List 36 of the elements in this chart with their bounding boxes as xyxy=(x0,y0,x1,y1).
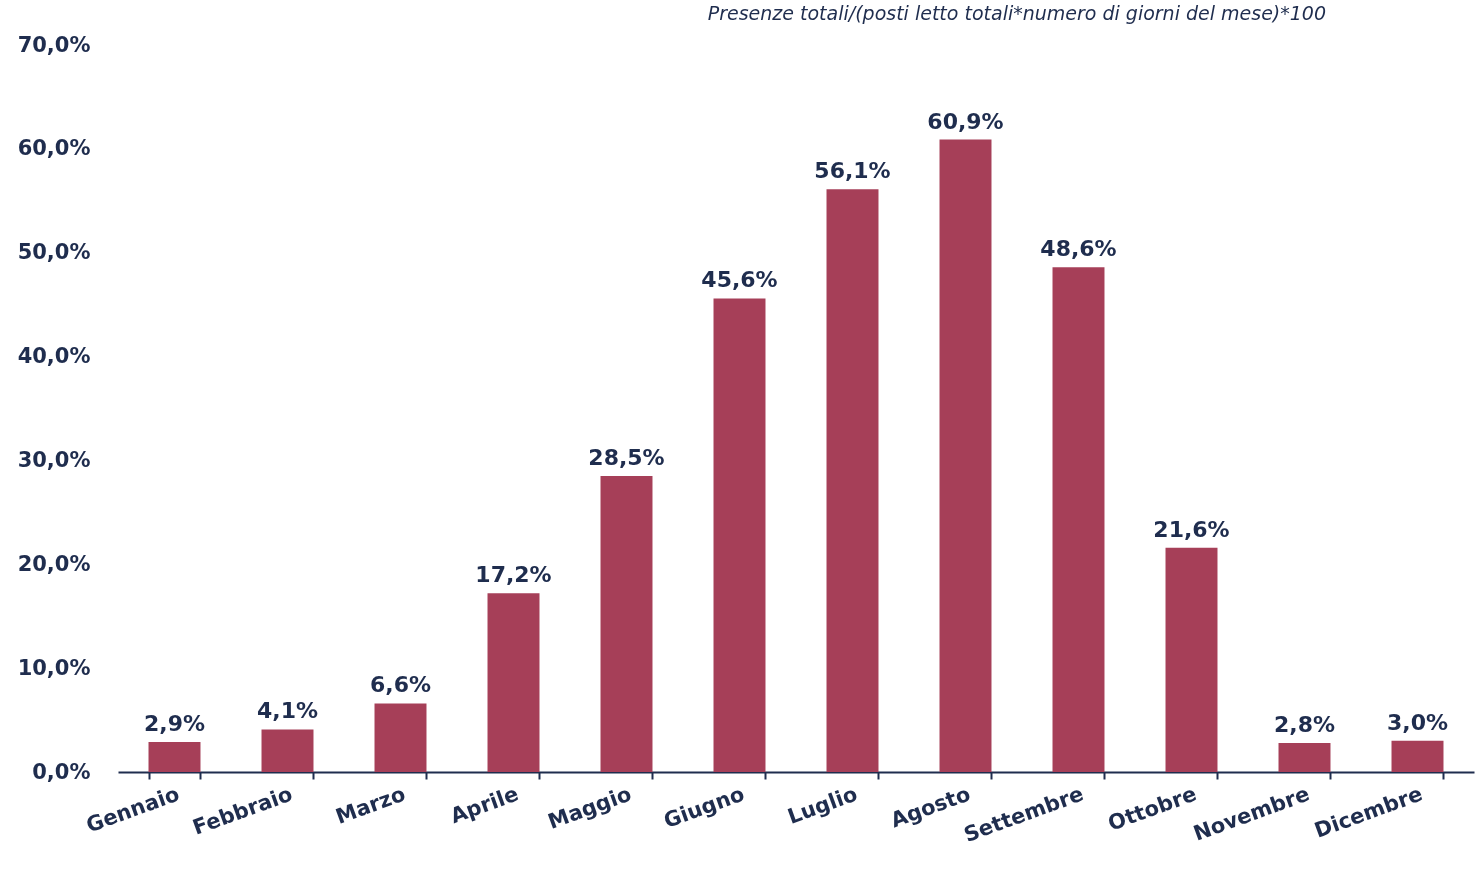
x-tick-label: Marzo xyxy=(332,781,409,829)
data-label: 48,6% xyxy=(1040,236,1117,262)
bar xyxy=(374,703,427,772)
data-label: 56,1% xyxy=(814,158,891,184)
bar xyxy=(1052,267,1105,772)
y-tick-label: 30,0% xyxy=(17,447,91,472)
y-tick-label: 70,0% xyxy=(17,32,91,57)
data-label: 4,1% xyxy=(256,698,319,724)
y-tick-label: 50,0% xyxy=(17,240,91,265)
bar xyxy=(600,476,653,772)
y-tick-label: 40,0% xyxy=(17,344,91,369)
data-label: 2,8% xyxy=(1273,711,1336,737)
x-tick-label: Luglio xyxy=(784,781,861,829)
bar xyxy=(1165,547,1218,772)
y-tick-label: 10,0% xyxy=(17,655,91,680)
x-tick-label: Aprile xyxy=(447,781,522,829)
data-label: 17,2% xyxy=(475,562,552,588)
data-label: 21,6% xyxy=(1153,516,1230,542)
bar xyxy=(1278,742,1331,772)
data-label: 6,6% xyxy=(369,672,432,698)
data-label: 60,9% xyxy=(927,108,1004,134)
chart-title: Presenze totali/(posti letto totali*numero di giorni del mese)*100 xyxy=(707,2,1326,24)
y-tick-label: 0,0% xyxy=(32,759,91,784)
bar xyxy=(826,189,879,772)
data-label: 3,0% xyxy=(1386,709,1449,735)
bar xyxy=(939,139,992,772)
bar xyxy=(713,298,766,772)
y-tick-label: 60,0% xyxy=(17,136,91,161)
bar xyxy=(487,593,540,772)
y-tick-label: 20,0% xyxy=(17,551,91,576)
bar xyxy=(148,741,201,772)
bar xyxy=(1391,740,1444,772)
data-label: 45,6% xyxy=(701,267,778,293)
data-label: 28,5% xyxy=(588,445,665,471)
data-label: 2,9% xyxy=(143,710,206,736)
bar xyxy=(261,729,314,772)
